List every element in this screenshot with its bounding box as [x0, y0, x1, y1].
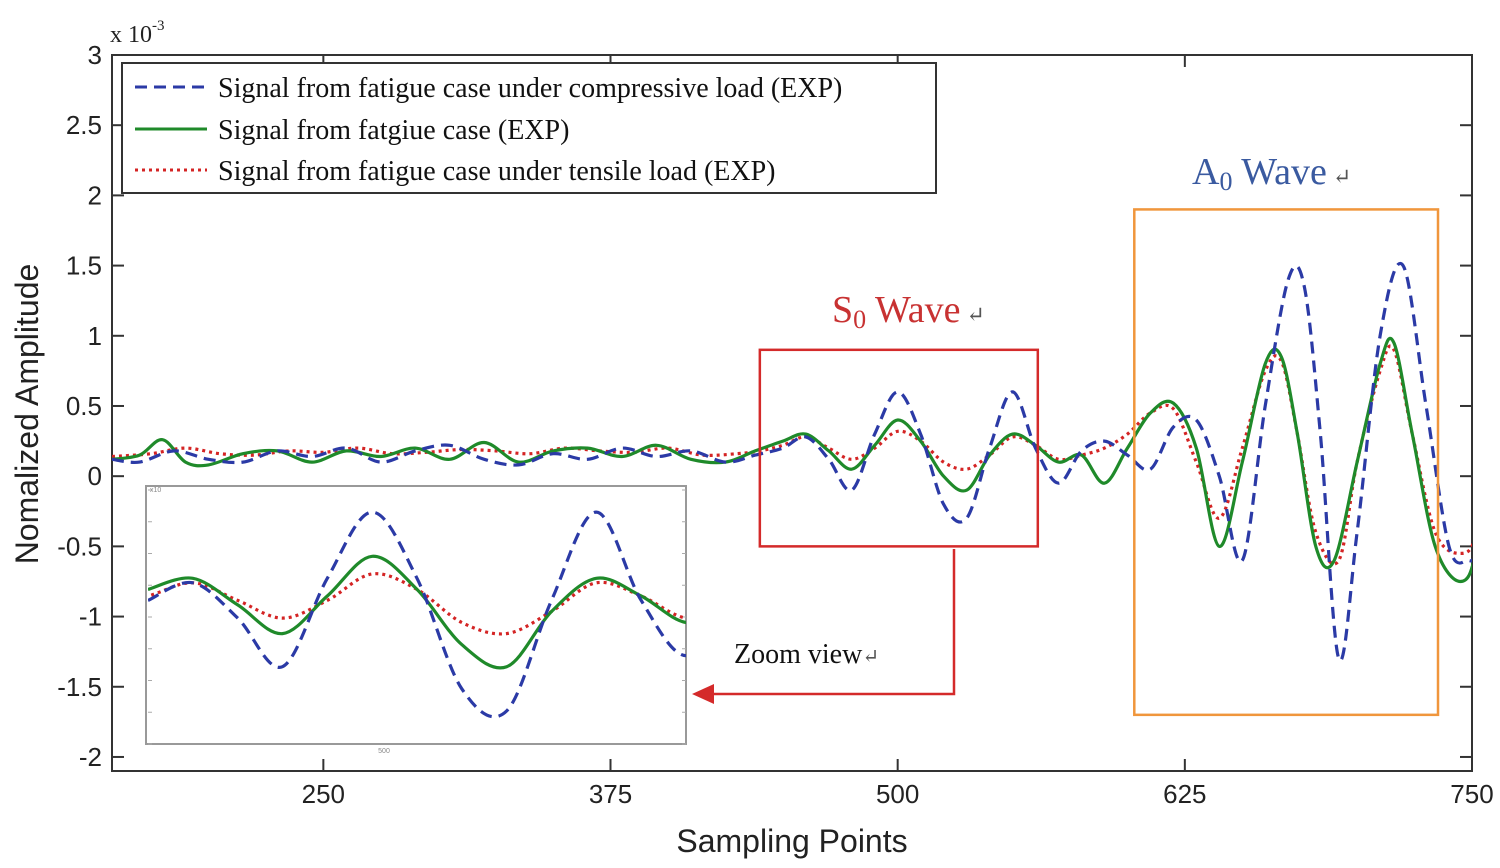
series-fatigue [112, 336, 1472, 584]
y-axis-label: Nomalized Amplitude [9, 264, 45, 565]
y-multiplier: x 10-3 [110, 18, 165, 48]
x-tick-label-375: 375 [589, 779, 632, 809]
inset-multiplier: x10 [150, 487, 161, 494]
x-axis-label: Sampling Points [676, 823, 907, 859]
zoom-view-label: Zoom view↵ [734, 639, 879, 670]
y-tick-label--1.5: -1.5 [57, 672, 102, 702]
legend-label-fatigue: Signal from fatgiue case (EXP) [218, 115, 569, 146]
a0-wave-box [1133, 208, 1440, 717]
s0-wave-label: S0 Wave ↵ [832, 289, 985, 334]
inset-series-layer [148, 510, 686, 719]
y-tick-label-3: 3 [88, 40, 102, 70]
series-layer [112, 261, 1472, 663]
legend-box [121, 62, 937, 194]
y-tick-label--0.5: -0.5 [57, 531, 102, 561]
y-tick-label-2.5: 2.5 [66, 110, 102, 140]
inset-series-compressive [148, 510, 686, 719]
zoom-connector [712, 549, 956, 696]
y-tick-label-0: 0 [88, 461, 102, 491]
zoom-arrowhead [692, 684, 714, 704]
axis-ticks [112, 54, 1473, 771]
series-tensile [112, 344, 1472, 566]
x-tick-label-750: 750 [1450, 779, 1493, 809]
inset-ticks [148, 489, 686, 745]
y-tick-label--2: -2 [79, 742, 102, 772]
y-tick-label--1: -1 [79, 602, 102, 632]
axis-tick-labels: 250 375 500 625 750 -2 -1.5 -1 -0.5 0 0.5 1 1.5 2 2.5 3 [57, 40, 1494, 809]
y-tick-label-1.5: 1.5 [66, 251, 102, 281]
x-tick-label-250: 250 [302, 779, 345, 809]
legend-label-compressive: Signal from fatigue case under compressi… [218, 73, 842, 104]
inset-tick-label: 500 [378, 748, 390, 755]
x-tick-label-500: 500 [876, 779, 919, 809]
y-tick-label-0.5: 0.5 [66, 391, 102, 421]
x-tick-label-625: 625 [1163, 779, 1206, 809]
inset-series-fatigue [148, 554, 686, 670]
y-tick-label-2: 2 [88, 180, 102, 210]
y-tick-label-1: 1 [88, 321, 102, 351]
series-compressive [112, 261, 1472, 663]
a0-wave-label: A0 Wave ↵ [1192, 151, 1351, 196]
legend-label-tensile: Signal from fatigue case under tensile l… [218, 156, 776, 187]
inset-frame [145, 485, 687, 745]
s0-wave-box [758, 348, 1040, 548]
